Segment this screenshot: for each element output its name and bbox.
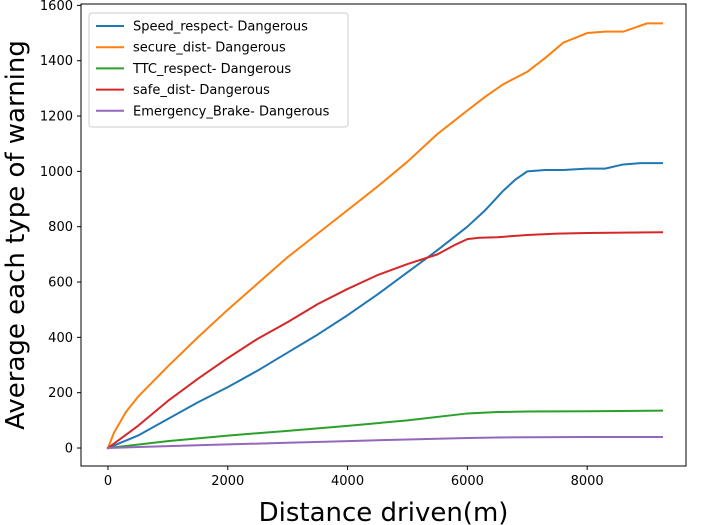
x-tick-label: 6000 bbox=[451, 474, 484, 489]
y-tick-label: 800 bbox=[48, 220, 73, 235]
y-tick-label: 1400 bbox=[40, 54, 73, 69]
y-tick-label: 1600 bbox=[40, 0, 73, 14]
legend-entry-4: safe_dist- Dangerous bbox=[133, 83, 270, 98]
y-tick-label: 200 bbox=[48, 386, 73, 401]
legend-entry-3: TTC_respect- Dangerous bbox=[132, 62, 291, 77]
x-tick-label: 4000 bbox=[331, 474, 364, 489]
y-tick-label: 600 bbox=[48, 276, 73, 291]
y-tick-label: 400 bbox=[48, 331, 73, 346]
x-axis-label: Distance driven(m) bbox=[259, 498, 509, 525]
legend-entry-5: Emergency_Brake- Dangerous bbox=[133, 104, 330, 119]
series-line-5 bbox=[106, 435, 664, 450]
series-line-2 bbox=[106, 22, 664, 450]
x-tick-label: 8000 bbox=[571, 474, 604, 489]
legend-entry-2: secure_dist- Dangerous bbox=[133, 41, 286, 56]
axes: 0 2000 4000 6000 8000 0 200 400 600 800 1000 1200 14… bbox=[40, 0, 687, 489]
legend: Speed_respect- Dangerous secure_dist- Dan… bbox=[88, 12, 349, 128]
axes-frame bbox=[80, 3, 687, 467]
series-line-1 bbox=[106, 162, 664, 450]
series-line-3 bbox=[106, 409, 664, 450]
x-tick-label: 2000 bbox=[211, 474, 244, 489]
y-tick-label: 0 bbox=[65, 442, 73, 457]
y-axis-label: Average each type of warning bbox=[1, 40, 31, 430]
y-tick-label: 1200 bbox=[40, 110, 73, 125]
y-tick-label: 1000 bbox=[40, 165, 73, 180]
x-tick-label: 0 bbox=[104, 474, 112, 489]
legend-box bbox=[88, 12, 349, 128]
plot-area bbox=[106, 22, 664, 450]
series-line-4 bbox=[106, 231, 664, 450]
legend-entry-1: Speed_respect- Dangerous bbox=[133, 20, 308, 35]
